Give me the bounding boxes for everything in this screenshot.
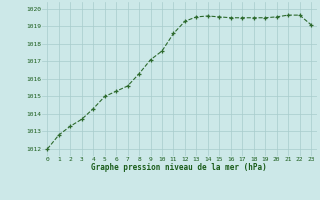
X-axis label: Graphe pression niveau de la mer (hPa): Graphe pression niveau de la mer (hPa)	[91, 163, 267, 172]
